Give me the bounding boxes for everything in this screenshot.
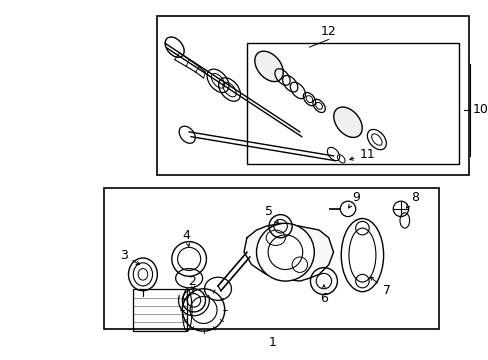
Text: 7: 7 <box>369 277 390 297</box>
Text: 8: 8 <box>406 191 419 208</box>
Ellipse shape <box>256 223 314 281</box>
Text: 3: 3 <box>120 249 139 265</box>
Bar <box>104 188 439 329</box>
Ellipse shape <box>254 51 283 82</box>
Text: 11: 11 <box>349 148 374 161</box>
Text: 5: 5 <box>264 205 278 223</box>
Text: 2: 2 <box>188 275 196 291</box>
Text: 10: 10 <box>472 103 488 116</box>
Text: 1: 1 <box>268 336 276 349</box>
Polygon shape <box>244 223 333 281</box>
Bar <box>246 43 458 164</box>
Ellipse shape <box>333 107 362 138</box>
Bar <box>133 289 187 331</box>
Bar <box>157 16 468 175</box>
Text: 6: 6 <box>319 285 327 305</box>
Ellipse shape <box>341 219 383 292</box>
Text: 4: 4 <box>182 229 190 246</box>
Text: 9: 9 <box>348 191 359 208</box>
Text: 12: 12 <box>320 24 336 37</box>
